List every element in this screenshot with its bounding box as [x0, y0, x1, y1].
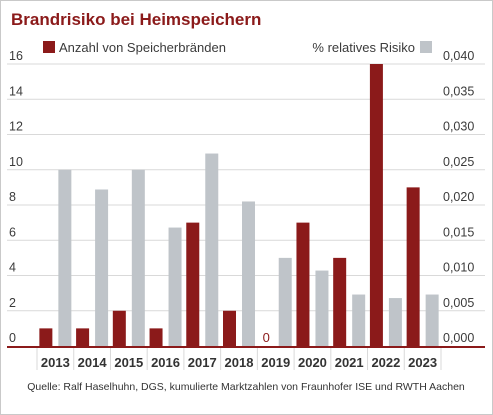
bar-risiko-2015 — [131, 169, 145, 346]
left-tick-label: 8 — [9, 190, 16, 204]
x-tick-label: 2021 — [335, 355, 364, 370]
x-tick-label: 2023 — [408, 355, 437, 370]
bar-risiko-2016 — [168, 227, 182, 346]
right-axis-ticks: 0,000 0,005 0,010 0,015 0,020 0,025 0,030 0,035… — [443, 49, 474, 345]
left-axis-ticks: 0 2 4 6 8 10 12 14 16 — [9, 49, 23, 345]
bar-anzahl-2018 — [223, 310, 236, 346]
x-tick-label: 2013 — [41, 355, 70, 370]
right-tick-label: 0,020 — [443, 190, 474, 204]
x-tick-label: 2015 — [114, 355, 143, 370]
x-tick-label: 2022 — [371, 355, 400, 370]
source-note: Quelle: Ralf Haselhuhn, DGS, kumulierte … — [27, 381, 465, 393]
chart-title: Brandrisiko bei Heimspeichern — [11, 10, 261, 29]
right-tick-label: 0,025 — [443, 155, 474, 169]
legend-label-risiko: % relatives Risiko — [312, 40, 415, 55]
right-tick-label: 0,005 — [443, 296, 474, 310]
bar-anzahl-2020 — [296, 222, 310, 346]
bar-anzahl-2013 — [39, 328, 53, 346]
right-tick-label: 0,010 — [443, 261, 474, 275]
bar-risiko-2013 — [58, 169, 72, 346]
bar-risiko-2020 — [315, 270, 329, 346]
data-label-2019: 0 — [263, 330, 270, 345]
x-tick-label: 2016 — [151, 355, 180, 370]
x-tick-label: 2019 — [261, 355, 290, 370]
bar-anzahl-2016 — [149, 328, 163, 346]
left-tick-label: 0 — [9, 331, 16, 345]
left-tick-label: 12 — [9, 120, 23, 134]
left-tick-label: 6 — [9, 225, 16, 239]
left-tick-label: 16 — [9, 49, 23, 63]
right-tick-label: 0,030 — [443, 120, 474, 134]
bar-anzahl-2014 — [76, 328, 90, 346]
left-tick-label: 10 — [9, 155, 23, 169]
bar-anzahl-2023 — [406, 187, 420, 346]
bar-risiko-2017 — [205, 153, 219, 346]
bars: 0 — [39, 64, 439, 346]
bar-anzahl-2017 — [186, 222, 200, 346]
bar-risiko-2021 — [352, 294, 366, 346]
x-axis: 2013 2014 2015 2016 2017 2018 2019 2020 2021 2022… — [7, 346, 485, 370]
left-tick-label: 4 — [9, 261, 16, 275]
right-tick-label: 0,015 — [443, 225, 474, 239]
bar-anzahl-2021 — [333, 257, 347, 346]
bar-risiko-2014 — [95, 189, 109, 346]
right-tick-label: 0,035 — [443, 84, 474, 98]
right-tick-label: 0,040 — [443, 49, 474, 63]
left-tick-label: 2 — [9, 296, 16, 310]
bar-risiko-2019 — [278, 257, 292, 346]
bar-anzahl-2015 — [112, 310, 126, 346]
x-tick-label: 2018 — [225, 355, 254, 370]
bar-anzahl-2022 — [369, 64, 383, 346]
bar-risiko-2018 — [242, 201, 255, 346]
bar-risiko-2023 — [425, 294, 439, 346]
legend-label-anzahl: Anzahl von Speicherbränden — [59, 40, 226, 55]
bar-risiko-2022 — [388, 298, 402, 346]
left-tick-label: 14 — [9, 84, 23, 98]
legend-swatch-risiko — [420, 41, 432, 53]
legend: Anzahl von Speicherbränden % relatives R… — [43, 40, 432, 55]
x-tick-label: 2020 — [298, 355, 327, 370]
x-tick-label: 2014 — [78, 355, 108, 370]
legend-swatch-anzahl — [43, 41, 55, 53]
x-tick-label: 2017 — [188, 355, 217, 370]
right-tick-label: 0,000 — [443, 331, 474, 345]
